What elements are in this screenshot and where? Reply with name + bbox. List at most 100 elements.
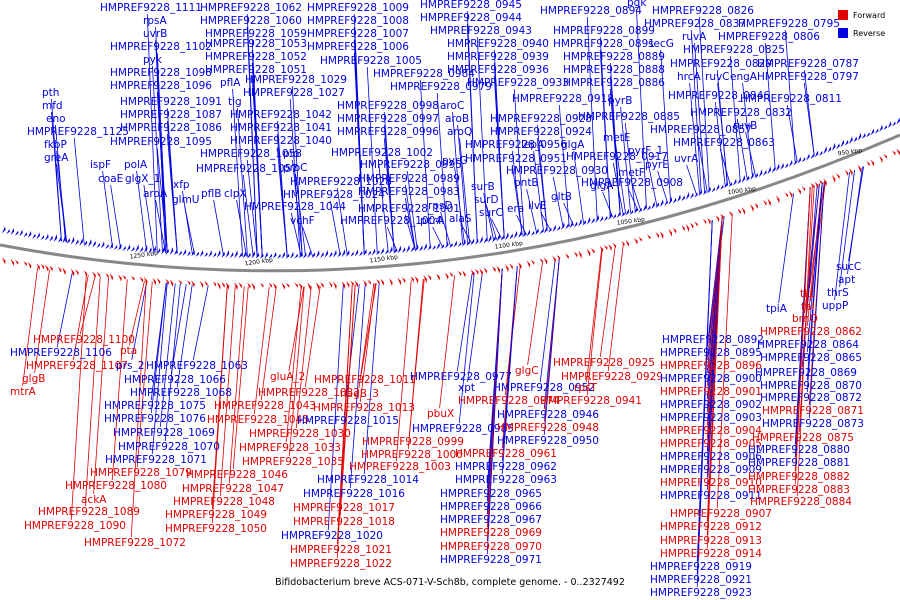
gene-label: HMPREF9228_0998 (337, 100, 439, 112)
reverse-gene-arrow (462, 239, 466, 247)
forward-gene-arrow (178, 279, 182, 285)
gene-label: HMPREF9228_0787 (757, 58, 859, 70)
gene-label: HMPREF9228_0873 (762, 418, 864, 430)
forward-gene-arrow (221, 281, 225, 288)
forward-gene-arrow (892, 150, 896, 156)
reverse-gene-arrow (88, 238, 92, 247)
gene-connector (84, 276, 101, 507)
gene-label: brnQ (792, 313, 818, 325)
reverse-gene-arrow (337, 251, 341, 258)
gene-label: HMPREF9228_1020 (281, 530, 383, 542)
gene-connector (288, 286, 305, 372)
gene-label: HMPREF9228_0933 (467, 77, 569, 89)
gene-connector (51, 111, 62, 242)
gene-label: apt (838, 274, 855, 286)
gene-label: HMPREF9228_1125 (27, 126, 129, 138)
gene-label: HMPREF9228_0832 (690, 107, 792, 119)
forward-gene-arrow (397, 277, 402, 286)
forward-gene-arrow (556, 255, 561, 261)
gene-label: HMPREF9228_1024 (283, 189, 385, 201)
forward-gene-arrow (346, 280, 350, 288)
gene-label: HMPREF9228_0825 (683, 44, 785, 56)
reverse-gene-arrow (384, 249, 389, 255)
reverse-gene-arrow (634, 206, 638, 214)
reverse-gene-arrow (277, 253, 281, 259)
reverse-gene-arrow (509, 233, 513, 240)
reverse-gene-arrow (10, 227, 15, 235)
reverse-gene-arrow (677, 194, 681, 203)
reverse-gene-arrow (191, 249, 195, 257)
gene-label: HMPREF9228_1068 (130, 387, 232, 399)
reverse-gene-arrow (556, 226, 561, 232)
gene-label: uppP (822, 300, 848, 312)
gene-label: HMPREF9228_0869 (755, 367, 857, 379)
forward-gene-arrow (118, 274, 122, 282)
backbone-tick-label: 1000 kbp (727, 185, 756, 196)
gene-label: HMPREF9228_1051 (205, 64, 307, 76)
reverse-gene-arrow (96, 243, 101, 249)
reverse-gene-arrow (100, 241, 105, 249)
gene-connector (110, 184, 121, 249)
gene-label: HMPREF9228_1003 (349, 461, 451, 473)
reverse-gene-arrow (595, 214, 599, 223)
gene-connector (130, 281, 147, 538)
gene-connector (136, 281, 153, 468)
reverse-gene-arrow (604, 215, 608, 221)
gene-connector (586, 16, 598, 221)
forward-gene-arrow (70, 268, 75, 277)
gene-label: HMPREF9228_1046 (186, 469, 288, 481)
gene-label: eno (46, 113, 66, 125)
reverse-gene-arrow (328, 251, 333, 258)
gene-connector (295, 286, 312, 429)
forward-gene-arrow (621, 240, 625, 246)
gene-connector (516, 214, 527, 235)
reverse-gene-arrow (707, 186, 711, 194)
gene-connector (102, 170, 113, 248)
gene-label: HMPREF9228_0979 (390, 81, 492, 93)
gene-label: HMPREF9228_1047 (182, 483, 284, 495)
gene-connector (439, 275, 455, 409)
gene-label: surD (474, 194, 499, 206)
gene-label: rpsD (428, 200, 453, 212)
forward-gene-arrow (509, 263, 513, 270)
gene-label: era (507, 203, 524, 215)
gene-label: HMPREF9228_1029 (245, 74, 347, 86)
gene-connector (237, 107, 248, 257)
gene-label: prs_2 (116, 360, 144, 372)
reverse-gene-arrow (23, 232, 28, 238)
gene-label: aroQ (447, 126, 472, 138)
reverse-gene-arrow (526, 229, 531, 237)
reverse-gene-arrow (92, 240, 96, 248)
forward-gene-arrow (169, 279, 174, 288)
gene-label: HMPREF9228_0939 (447, 51, 549, 63)
forward-gene-arrow (750, 204, 754, 213)
reverse-gene-arrow (315, 250, 320, 259)
gene-connector (452, 111, 463, 245)
gene-label: HMPREF9228_1087 (120, 109, 222, 121)
reverse-gene-arrow (229, 252, 234, 259)
forward-gene-arrow (122, 274, 126, 280)
gene-connector (493, 75, 505, 239)
reverse-gene-arrow (702, 189, 707, 195)
reverse-gene-arrow (831, 142, 836, 151)
reverse-gene-arrow (866, 132, 870, 138)
gene-label: HMPREF9228_0901 (660, 386, 762, 398)
reverse-gene-arrow (827, 146, 832, 153)
forward-gene-arrow (294, 282, 298, 288)
gene-connector (808, 181, 825, 419)
gene-label: HMPREF9228_0989 (358, 173, 460, 185)
gene-label: HMPREF9228_0797 (757, 71, 859, 83)
gene-label: HMPREF9228_0921 (650, 574, 752, 586)
forward-gene-arrow (702, 218, 707, 224)
gene-label: HMPREF9228_1059 (205, 28, 307, 40)
gene-connector (129, 280, 145, 346)
forward-gene-arrow (268, 282, 273, 288)
gene-connector (156, 91, 168, 253)
gene-label: aroB (445, 113, 469, 125)
gene-connector (636, 8, 647, 209)
reverse-gene-arrow (221, 251, 225, 258)
gene-connector (34, 269, 50, 374)
gene-connector (612, 162, 624, 215)
forward-gene-arrow (767, 198, 771, 207)
gene-label: HMPREF9228_0971 (440, 554, 542, 566)
